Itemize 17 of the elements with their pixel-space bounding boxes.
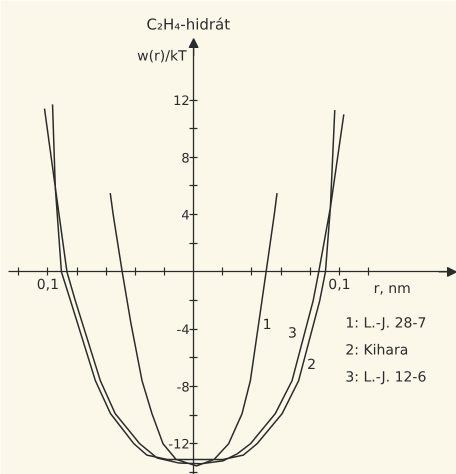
y-tick-label: -12 [168, 438, 190, 453]
y-axis-title: w(r)/kT [137, 48, 188, 64]
annotation: 1: L.-J. 28-7 [345, 316, 426, 332]
series-label: 3 [288, 326, 297, 342]
chart-title: C₂H₄-hidrát [146, 16, 230, 34]
series-label: 2 [307, 357, 316, 374]
x-tick-label: 0,1 [36, 276, 59, 293]
x-tick-label: 0,1 [328, 276, 351, 293]
annotation: 2: Kihara [345, 342, 408, 359]
y-tick-label: 12 [173, 94, 190, 110]
y-tick-label: 8 [181, 151, 190, 166]
y-tick-label: -4 [176, 323, 190, 338]
y-tick-label: -8 [176, 380, 190, 396]
series-label: 1 [262, 316, 272, 333]
annotation: 3: L.-J. 12-6 [345, 370, 426, 386]
x-axis-title: r, nm [374, 280, 411, 297]
y-tick-label: 4 [181, 208, 190, 224]
